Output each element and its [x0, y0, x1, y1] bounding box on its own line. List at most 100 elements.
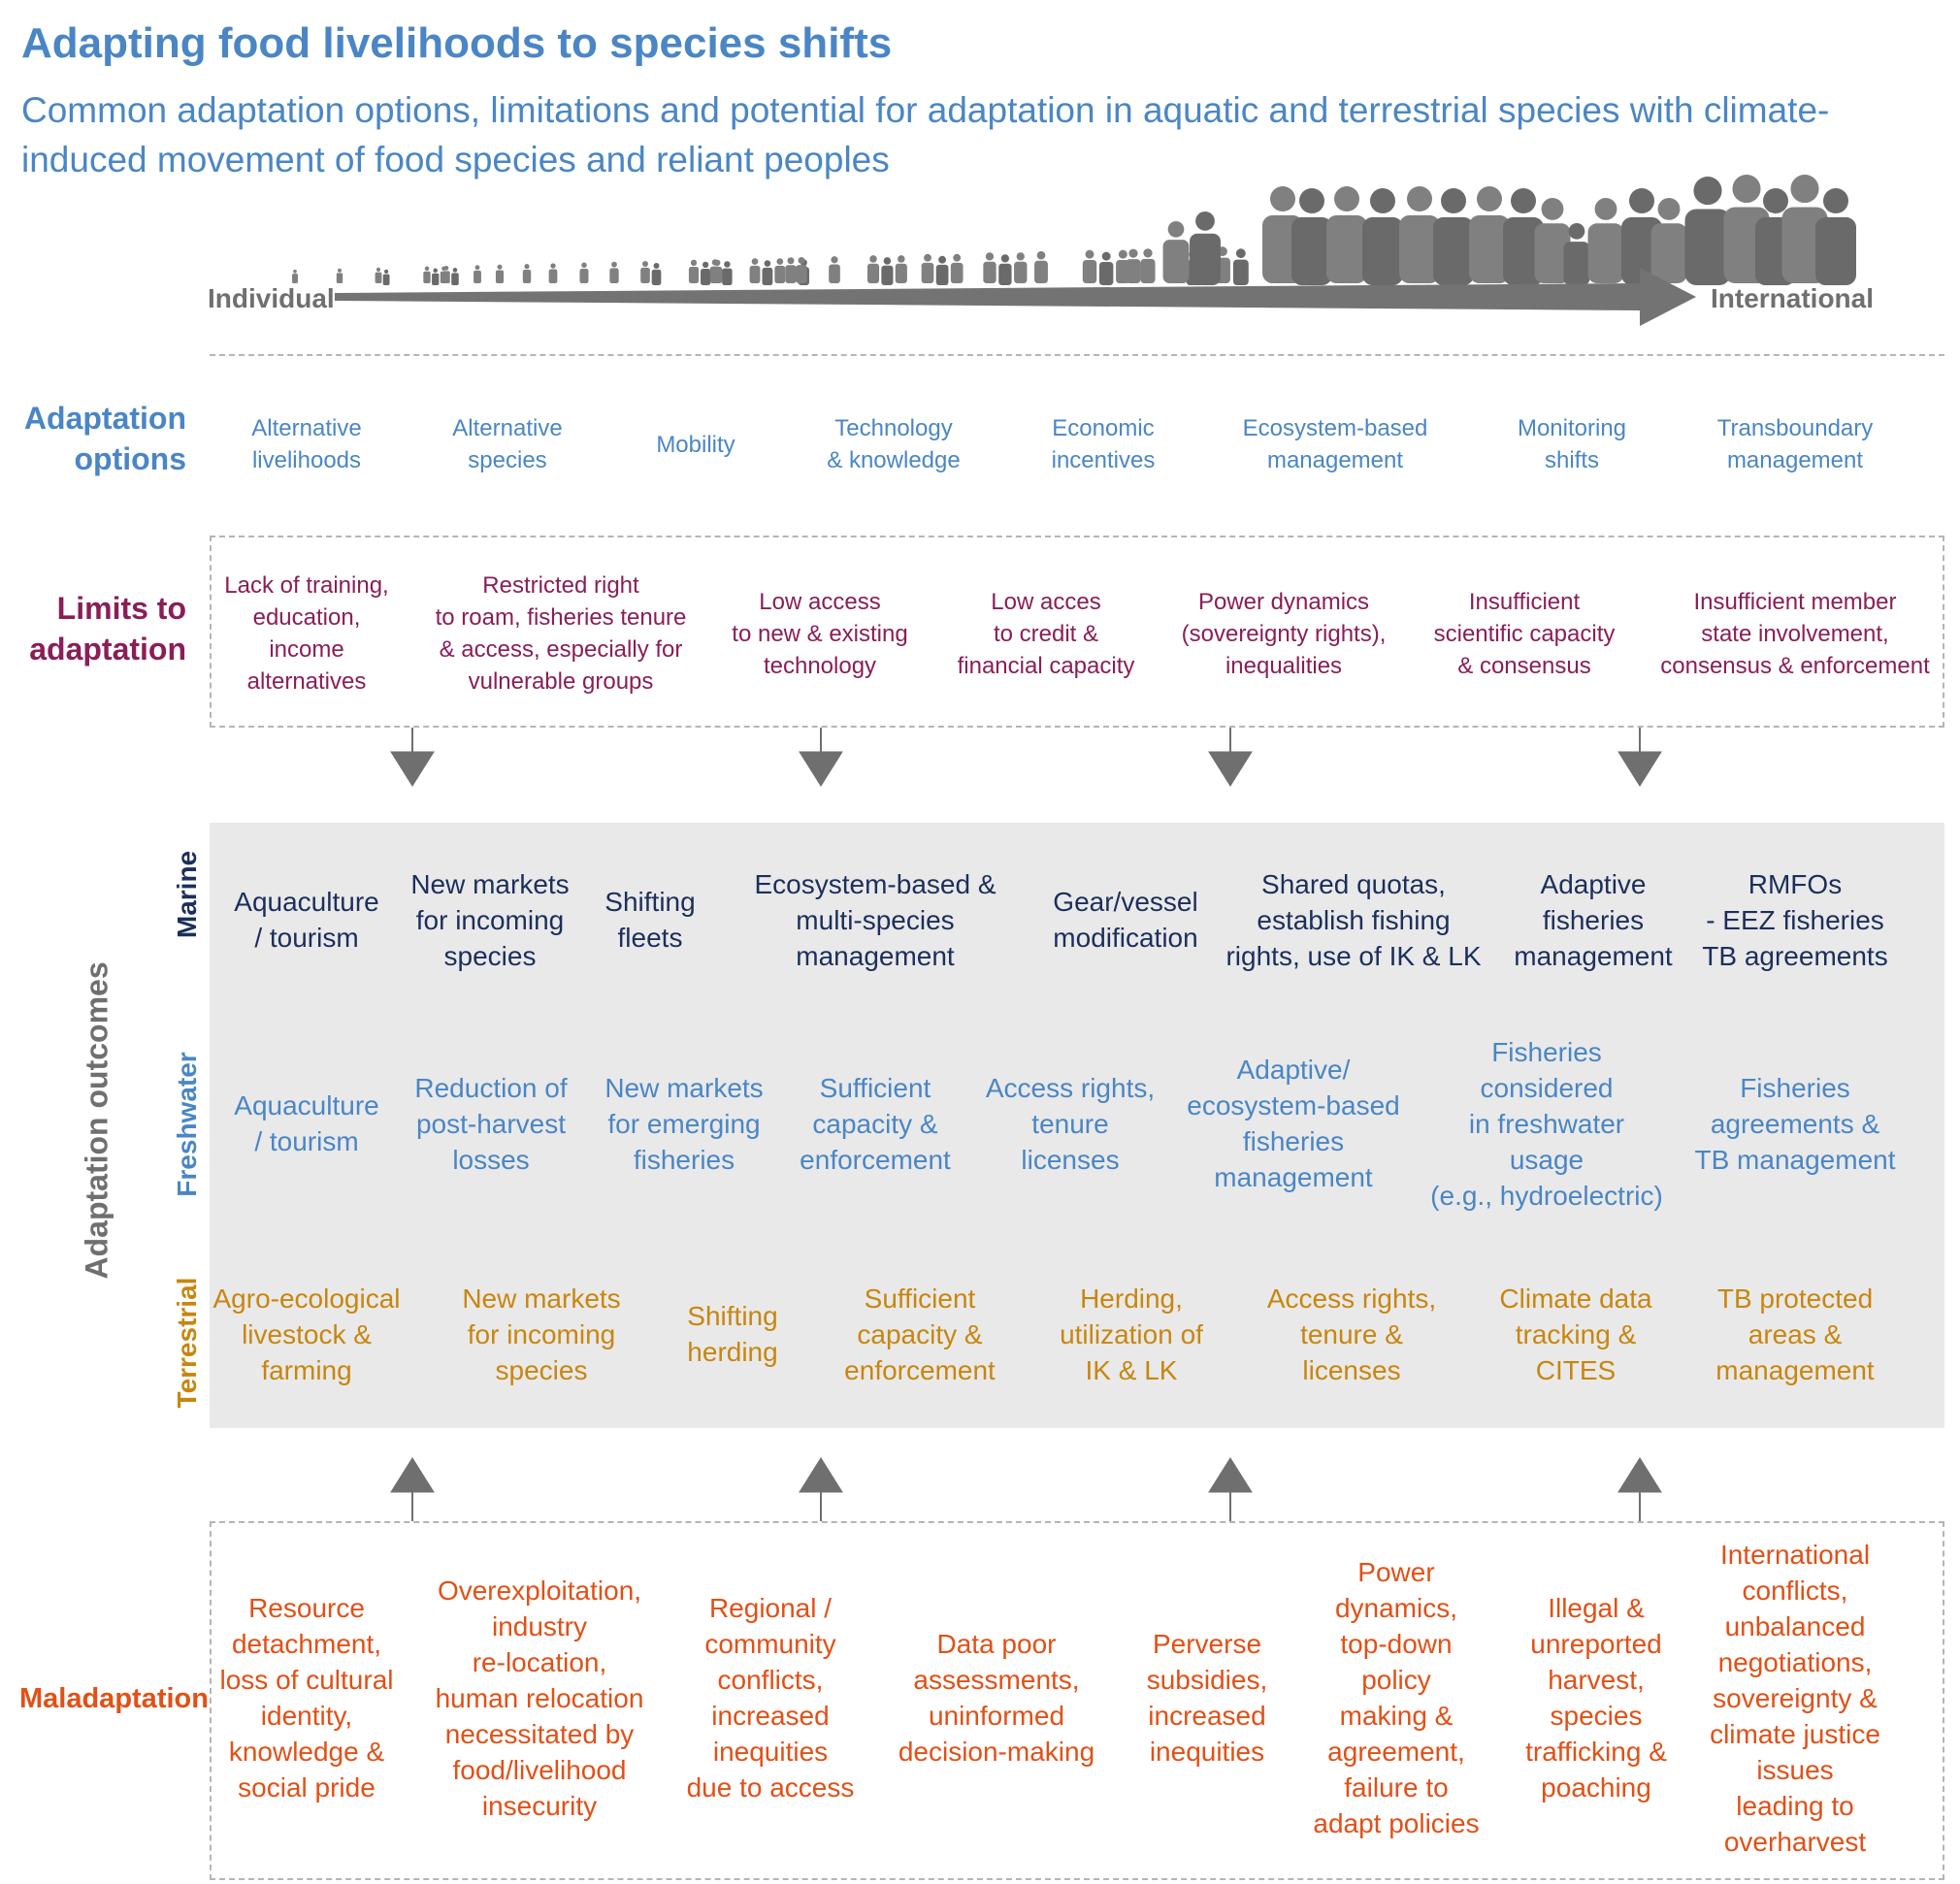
marine-outcome: Adaptive fisheries management [1514, 868, 1673, 971]
adaptation-option: Mobility [656, 431, 735, 458]
person-icon [1034, 250, 1048, 283]
person-icon [495, 264, 505, 283]
up-arrow-icon [1617, 1457, 1662, 1493]
marine-outcome: Shifting fleets [604, 887, 696, 953]
freshwater-outcome: New markets for emerging fisheries [604, 1072, 764, 1175]
row-label-limits: Limits to adaptation [29, 591, 186, 666]
down-arrow-icon [1208, 751, 1253, 787]
person-icon [1098, 251, 1114, 285]
marine-outcome: New markets for incoming species [410, 868, 570, 971]
adaptation-option: Monitoring shifts [1517, 415, 1627, 473]
people-scale-graphic [292, 175, 1856, 326]
person-icon [1684, 177, 1731, 285]
marine-outcome: RMFOs - EEZ fisheries TB agreements [1702, 868, 1888, 971]
freshwater-outcome: Aquaculture / tourism [234, 1090, 379, 1156]
person-icon [1190, 211, 1221, 285]
limit-item: Low access to new & existing technology [732, 588, 908, 679]
limit-item: Power dynamics (sovereignty rights), ine… [1181, 588, 1387, 679]
person-icon [950, 253, 964, 283]
marine-outcome: Ecosystem-based & multi-species manageme… [754, 868, 996, 971]
adaptation-option: Economic incentives [1051, 415, 1156, 473]
person-icon [983, 252, 996, 283]
person-icon [1014, 252, 1028, 283]
person-icon [382, 269, 390, 285]
person-icon [423, 266, 431, 283]
people-icons [292, 175, 1856, 285]
maladaptation-item: Regional / community conflicts, increase… [686, 1593, 855, 1803]
limits-box [210, 536, 1944, 728]
person-icon [1162, 221, 1190, 283]
row-label-maladaptation: Maladaptation [19, 1683, 209, 1714]
adaptation-option: Ecosystem-based management [1242, 415, 1428, 473]
person-icon [651, 262, 662, 285]
person-icon [336, 268, 343, 283]
person-icon [829, 256, 840, 283]
person-icon [749, 258, 761, 283]
maladaptation-item: Illegal & unreported harvest, species tr… [1525, 1593, 1667, 1803]
person-icon [1232, 248, 1249, 285]
up-arrow-icon [1208, 1457, 1253, 1493]
freshwater-outcome: Fisheries agreements & TB management [1694, 1072, 1896, 1175]
outcomes-panel [210, 823, 1944, 1428]
person-icon [774, 258, 786, 283]
freshwater-outcome: Reduction of post-harvest losses [414, 1072, 568, 1175]
person-icon [1082, 249, 1097, 283]
person-icon [1362, 188, 1403, 285]
person-icon [895, 255, 907, 283]
terrestrial-outcome: Sufficient capacity & enforcement [844, 1283, 996, 1385]
person-icon [762, 260, 773, 285]
figure-title: Adapting food livelihoods to species shi… [21, 19, 893, 67]
person-icon [1291, 188, 1332, 285]
person-icon [785, 257, 797, 283]
terrestrial-outcome: Climate data tracking & CITES [1499, 1283, 1652, 1385]
person-icon [921, 253, 934, 283]
person-icon [709, 259, 721, 283]
down-arrow-icon [1617, 751, 1662, 787]
figure-subtitle: Common adaptation options, limitations a… [21, 90, 1830, 179]
adaptation-option: Transboundary management [1716, 415, 1874, 473]
person-icon [1140, 248, 1156, 283]
person-icon [881, 257, 894, 285]
terrestrial-outcome: Access rights, tenure & licenses [1266, 1283, 1437, 1385]
marine-outcome: Shared quotas, establish fishing rights,… [1225, 868, 1482, 971]
person-icon [701, 261, 711, 285]
marine-outcome: Gear/vessel modification [1053, 887, 1198, 953]
up-arrows [390, 1457, 1662, 1521]
person-icon [375, 267, 382, 283]
terrestrial-outcome: Shifting herding [687, 1301, 778, 1367]
divider-line [210, 354, 1944, 356]
person-icon [796, 257, 807, 283]
freshwater-outcome: Access rights, tenure licenses [985, 1072, 1156, 1175]
limit-item: Insufficient scientific capacity & conse… [1433, 588, 1616, 679]
person-icon [640, 260, 650, 283]
terrestrial-outcome: Agro-ecological livestock & farming [212, 1283, 401, 1385]
person-icon [548, 263, 558, 283]
scale-label-individual: Individual [208, 283, 335, 313]
person-icon [688, 259, 700, 283]
person-icon [866, 255, 880, 283]
terrestrial-outcome: Herding, utilization of IK & LK [1060, 1283, 1203, 1385]
adaptation-option: Technology & knowledge [827, 415, 961, 473]
person-icon [1815, 188, 1856, 285]
maladaptation-box [210, 1521, 1944, 1880]
scale-label-international: International [1711, 283, 1875, 313]
up-arrow-icon [390, 1457, 435, 1493]
down-arrows [390, 728, 1662, 787]
person-icon [432, 268, 440, 285]
person-icon [1433, 188, 1474, 285]
person-icon [1399, 186, 1440, 283]
limit-item: Insufficient member state involvement, c… [1660, 588, 1930, 679]
maladaptation-item: International conflicts, unbalanced nego… [1710, 1539, 1880, 1857]
person-icon [1326, 186, 1367, 283]
person-icon [474, 265, 481, 283]
person-icon [522, 264, 532, 283]
person-icon [1650, 198, 1687, 283]
person-icon [609, 261, 619, 283]
person-icon [579, 262, 589, 283]
freshwater-outcome: Sufficient capacity & enforcement [800, 1072, 951, 1175]
limit-item: Low acces to credit & financial capacity [957, 588, 1135, 679]
freshwater-outcome: Adaptive/ ecosystem-based fisheries mana… [1187, 1055, 1400, 1192]
maladaptation-item: Data poor assessments, uninformed decisi… [898, 1629, 1095, 1767]
person-icon [1563, 223, 1590, 285]
adaptation-option: Alternative species [452, 415, 563, 473]
